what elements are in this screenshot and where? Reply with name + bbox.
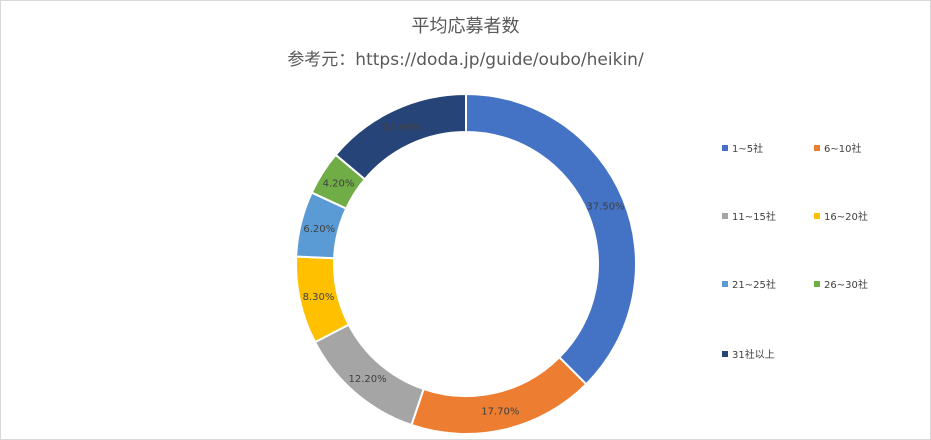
data-label-3: 12.20% <box>349 374 387 385</box>
donut-segment-1 <box>465 92 637 386</box>
data-label-7: 13.90% <box>383 123 421 134</box>
legend-label: 6~10社 <box>824 144 862 155</box>
legend-label: 31社以上 <box>732 350 775 361</box>
legend-item-3: 11~15社 <box>722 208 776 223</box>
donut-segment-2 <box>410 355 588 435</box>
legend-label: 26~30社 <box>824 280 868 291</box>
legend-label: 1~5社 <box>732 144 764 155</box>
legend-item-4: 16~20社 <box>814 208 868 223</box>
legend-item-7: 31社以上 <box>722 346 775 361</box>
data-label-2: 17.70% <box>481 407 519 418</box>
legend-label: 16~20社 <box>824 212 868 223</box>
legend-item-2: 6~10社 <box>814 140 861 155</box>
legend-item-5: 21~25社 <box>722 276 776 291</box>
legend-swatch <box>722 212 728 219</box>
legend-swatch <box>814 144 820 151</box>
legend-swatch <box>814 280 820 287</box>
legend-swatch <box>722 280 728 287</box>
legend-swatch <box>722 350 728 357</box>
data-label-4: 8.30% <box>303 292 335 303</box>
legend-swatch <box>722 144 728 151</box>
donut-segment-7 <box>334 92 467 181</box>
legend-label: 21~25社 <box>732 280 776 291</box>
legend-swatch <box>814 212 820 219</box>
legend-item-1: 1~5社 <box>722 140 763 155</box>
legend-label: 11~15社 <box>732 212 776 223</box>
data-label-5: 6.20% <box>303 224 335 235</box>
chart-subtitle: 参考元：https://doda.jp/guide/oubo/heikin/ <box>287 50 644 70</box>
data-label-6: 4.20% <box>323 179 355 190</box>
chart-title: 平均応募者数 <box>411 16 520 37</box>
data-label-1: 37.50% <box>586 202 624 213</box>
legend-item-6: 26~30社 <box>814 276 868 291</box>
